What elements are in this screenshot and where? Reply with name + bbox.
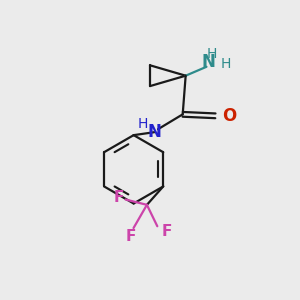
Text: H: H: [138, 117, 148, 131]
Text: H: H: [220, 57, 231, 71]
Text: N: N: [148, 123, 161, 141]
Text: H: H: [206, 47, 217, 61]
Text: F: F: [162, 224, 172, 239]
Text: O: O: [222, 107, 236, 125]
Text: F: F: [114, 190, 124, 205]
Text: N: N: [201, 53, 215, 71]
Text: F: F: [125, 229, 136, 244]
